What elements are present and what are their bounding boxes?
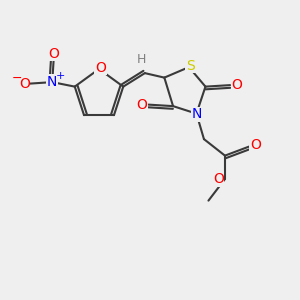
Text: O: O [19,76,30,91]
Text: −: − [12,72,22,85]
Text: O: O [213,172,224,186]
Text: O: O [95,61,106,74]
Text: N: N [47,75,57,89]
Text: O: O [136,98,147,112]
Text: N: N [192,107,202,121]
Text: O: O [231,78,242,92]
Text: O: O [250,138,261,152]
Text: S: S [186,58,195,73]
Text: +: + [56,70,65,80]
Text: O: O [48,46,59,61]
Text: H: H [136,53,146,66]
